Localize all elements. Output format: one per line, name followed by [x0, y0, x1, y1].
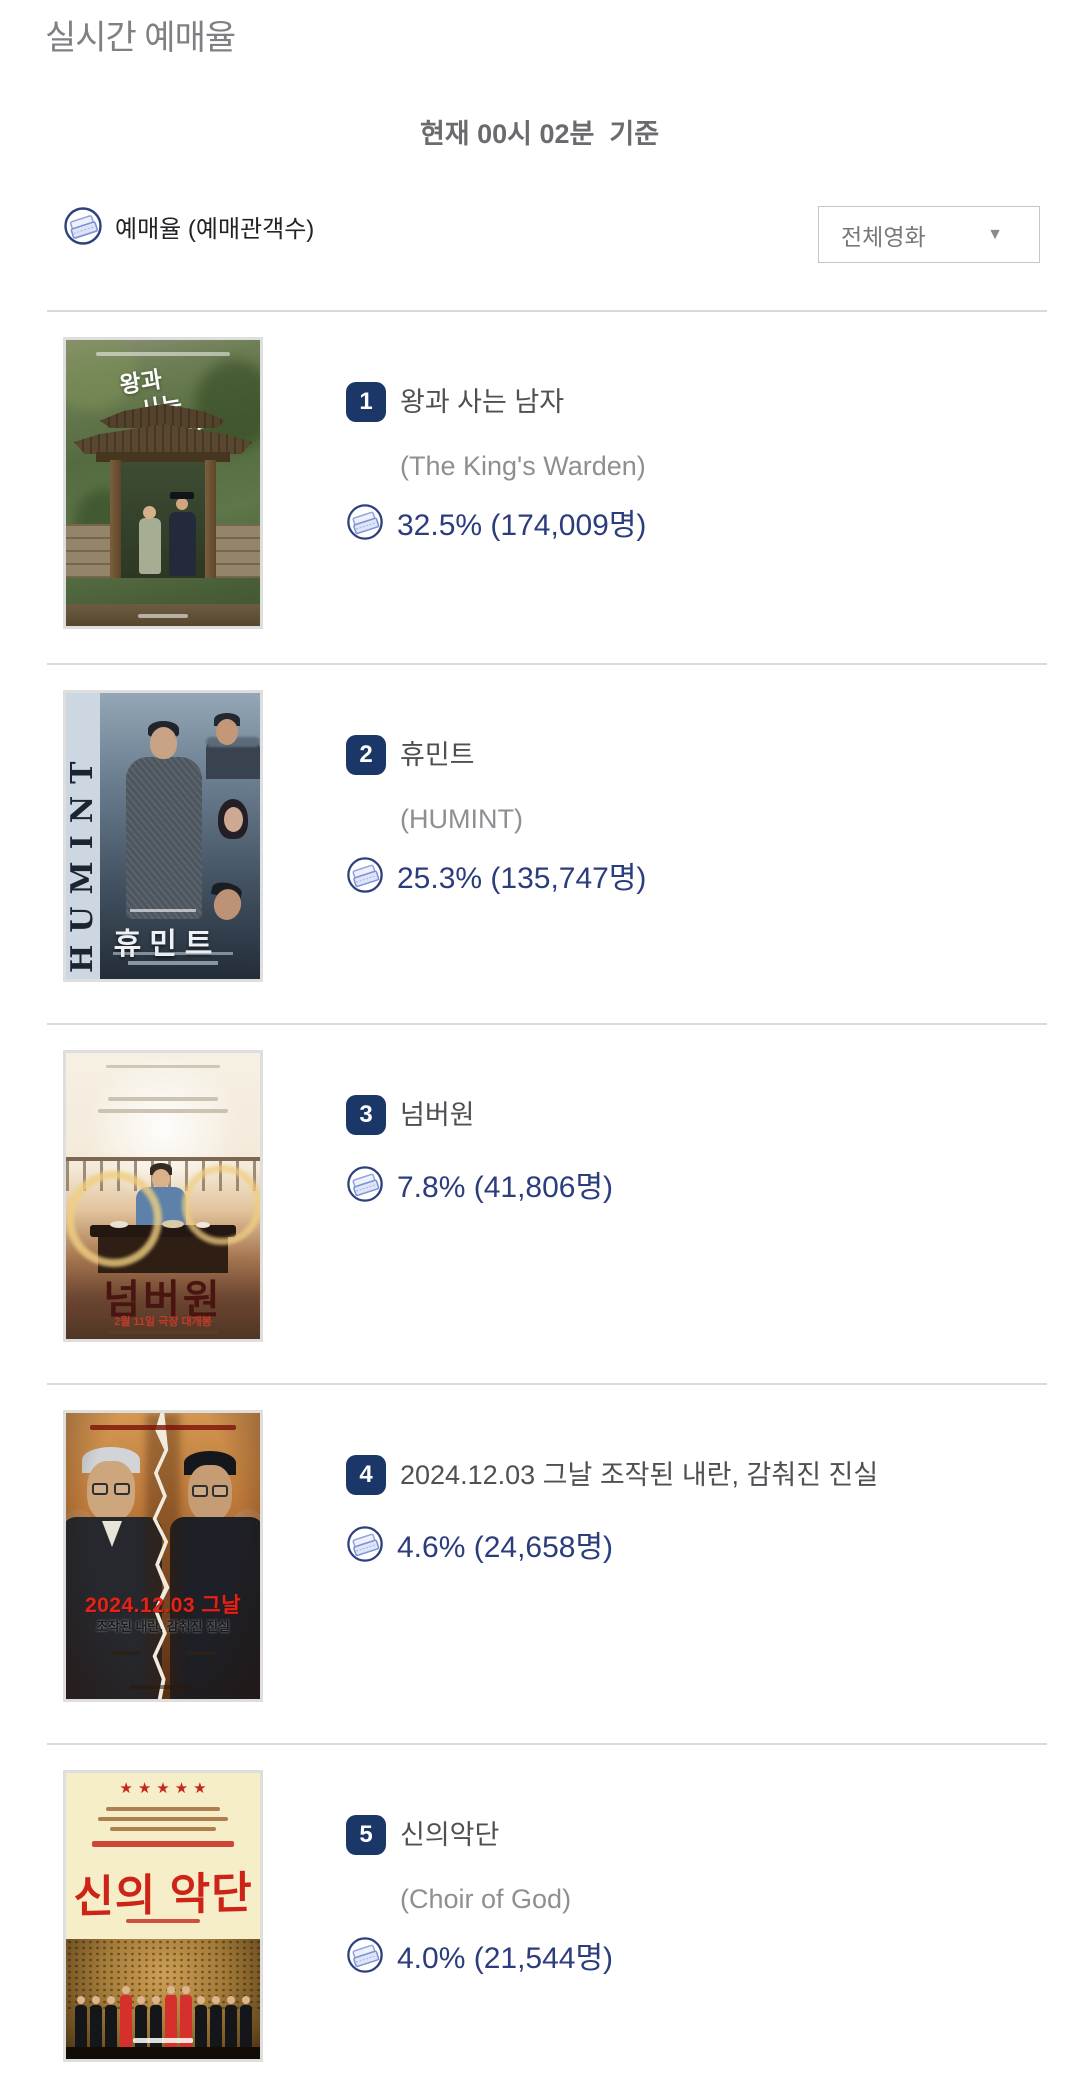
- poster-art: HUMINT 휴민트: [66, 693, 260, 979]
- poster-title: 신의 악단: [73, 1868, 253, 1923]
- movie-title[interactable]: 2024.12.03 그날 조작된 내란, 감춰진 진실: [400, 1460, 879, 1490]
- ticket-icon: [63, 206, 103, 246]
- rank-badge: 4: [346, 1455, 386, 1495]
- movie-row: HUMINT 휴민트 2 휴민트 (HUMINT) 25.3% (135,747…: [47, 663, 1047, 1023]
- poster-title: 휴민트: [113, 928, 221, 961]
- poster-release-line: 2월 11일 극장 대개봉: [114, 1316, 212, 1328]
- metric-label: 예매율 (예매관객수): [115, 215, 315, 243]
- movie-subtitle: (HUMINT): [400, 804, 523, 834]
- booking-stat: 4.6% (24,658명): [346, 1522, 613, 1566]
- movie-subtitle: (Choir of God): [400, 1884, 572, 1914]
- movie-row: ★★★★★ 신의 악단 5 신의악단 (Choir of God) 4.0% (…: [47, 1743, 1047, 2088]
- movie-subtitle: (The King's Warden): [400, 451, 646, 481]
- metric-row: 예매율 (예매관객수): [63, 206, 314, 246]
- ticket-icon: [346, 503, 384, 541]
- booking-stat: 25.3% (135,747명): [346, 853, 646, 897]
- booking-stat: 4.0% (21,544명): [346, 1933, 613, 1977]
- poster-art: ★★★★★ 신의 악단: [66, 1773, 260, 2059]
- movie-poster[interactable]: HUMINT 휴민트: [63, 690, 263, 982]
- ticket-icon: [346, 1525, 384, 1563]
- time-notice: 현재 00시 02분 기준: [419, 119, 660, 149]
- rank-badge: 1: [346, 382, 386, 422]
- booking-stat-value: 4.6% (24,658명): [397, 1531, 614, 1564]
- ticket-icon: [346, 1165, 384, 1203]
- rank-badge: 3: [346, 1095, 386, 1135]
- movie-filter-selected-value: 전체영화: [841, 223, 926, 250]
- poster-crowd: [72, 1986, 254, 2047]
- movie-row: 왕과 사는 남자 1 왕과 사는 남자 (The King's Warden) …: [47, 310, 1047, 663]
- rank-badge: 2: [346, 735, 386, 775]
- poster-art: 왕과 사는 남자: [66, 340, 260, 626]
- poster-art: 2024.12.03 그날 조작된 내란, 감춰진 진실: [66, 1413, 260, 1699]
- booking-stat: 32.5% (174,009명): [346, 500, 646, 544]
- movie-filter-select[interactable]: 전체영화 ▼: [818, 206, 1040, 263]
- poster-title: 넘버원: [103, 1278, 223, 1322]
- page-title: 실시간 예매율: [45, 19, 236, 57]
- movie-title[interactable]: 왕과 사는 남자: [400, 387, 565, 417]
- movie-poster[interactable]: 넘버원 2월 11일 극장 대개봉: [63, 1050, 263, 1342]
- movie-title[interactable]: 휴민트: [400, 740, 475, 770]
- booking-stat-value: 7.8% (41,806명): [397, 1171, 614, 1204]
- booking-stat: 7.8% (41,806명): [346, 1162, 613, 1206]
- chevron-down-icon: ▼: [987, 225, 1003, 243]
- poster-subtitle: 조작된 내란, 감춰진 진실: [95, 1619, 231, 1634]
- ticket-icon: [346, 1936, 384, 1974]
- realtime-booking-list: 왕과 사는 남자 1 왕과 사는 남자 (The King's Warden) …: [47, 310, 1047, 2088]
- movie-row: 2024.12.03 그날 조작된 내란, 감춰진 진실 4 2024.12.0…: [47, 1383, 1047, 1743]
- booking-stat-value: 32.5% (174,009명): [397, 509, 647, 542]
- ticket-icon: [346, 856, 384, 894]
- rank-badge: 5: [346, 1815, 386, 1855]
- movie-title[interactable]: 신의악단: [400, 1820, 500, 1850]
- movie-poster[interactable]: ★★★★★ 신의 악단: [63, 1770, 263, 2062]
- movie-row: 넘버원 2월 11일 극장 대개봉 3 넘버원 7.8% (41,806명): [47, 1023, 1047, 1383]
- booking-stat-value: 4.0% (21,544명): [397, 1942, 614, 1975]
- movie-poster[interactable]: 왕과 사는 남자: [63, 337, 263, 629]
- movie-poster[interactable]: 2024.12.03 그날 조작된 내란, 감춰진 진실: [63, 1410, 263, 1702]
- poster-stars: ★★★★★: [119, 1780, 212, 1797]
- poster-title: 2024.12.03 그날: [84, 1594, 242, 1617]
- booking-stat-value: 25.3% (135,747명): [397, 862, 647, 895]
- movie-title[interactable]: 넘버원: [400, 1100, 475, 1130]
- poster-art: 넘버원 2월 11일 극장 대개봉: [66, 1053, 260, 1339]
